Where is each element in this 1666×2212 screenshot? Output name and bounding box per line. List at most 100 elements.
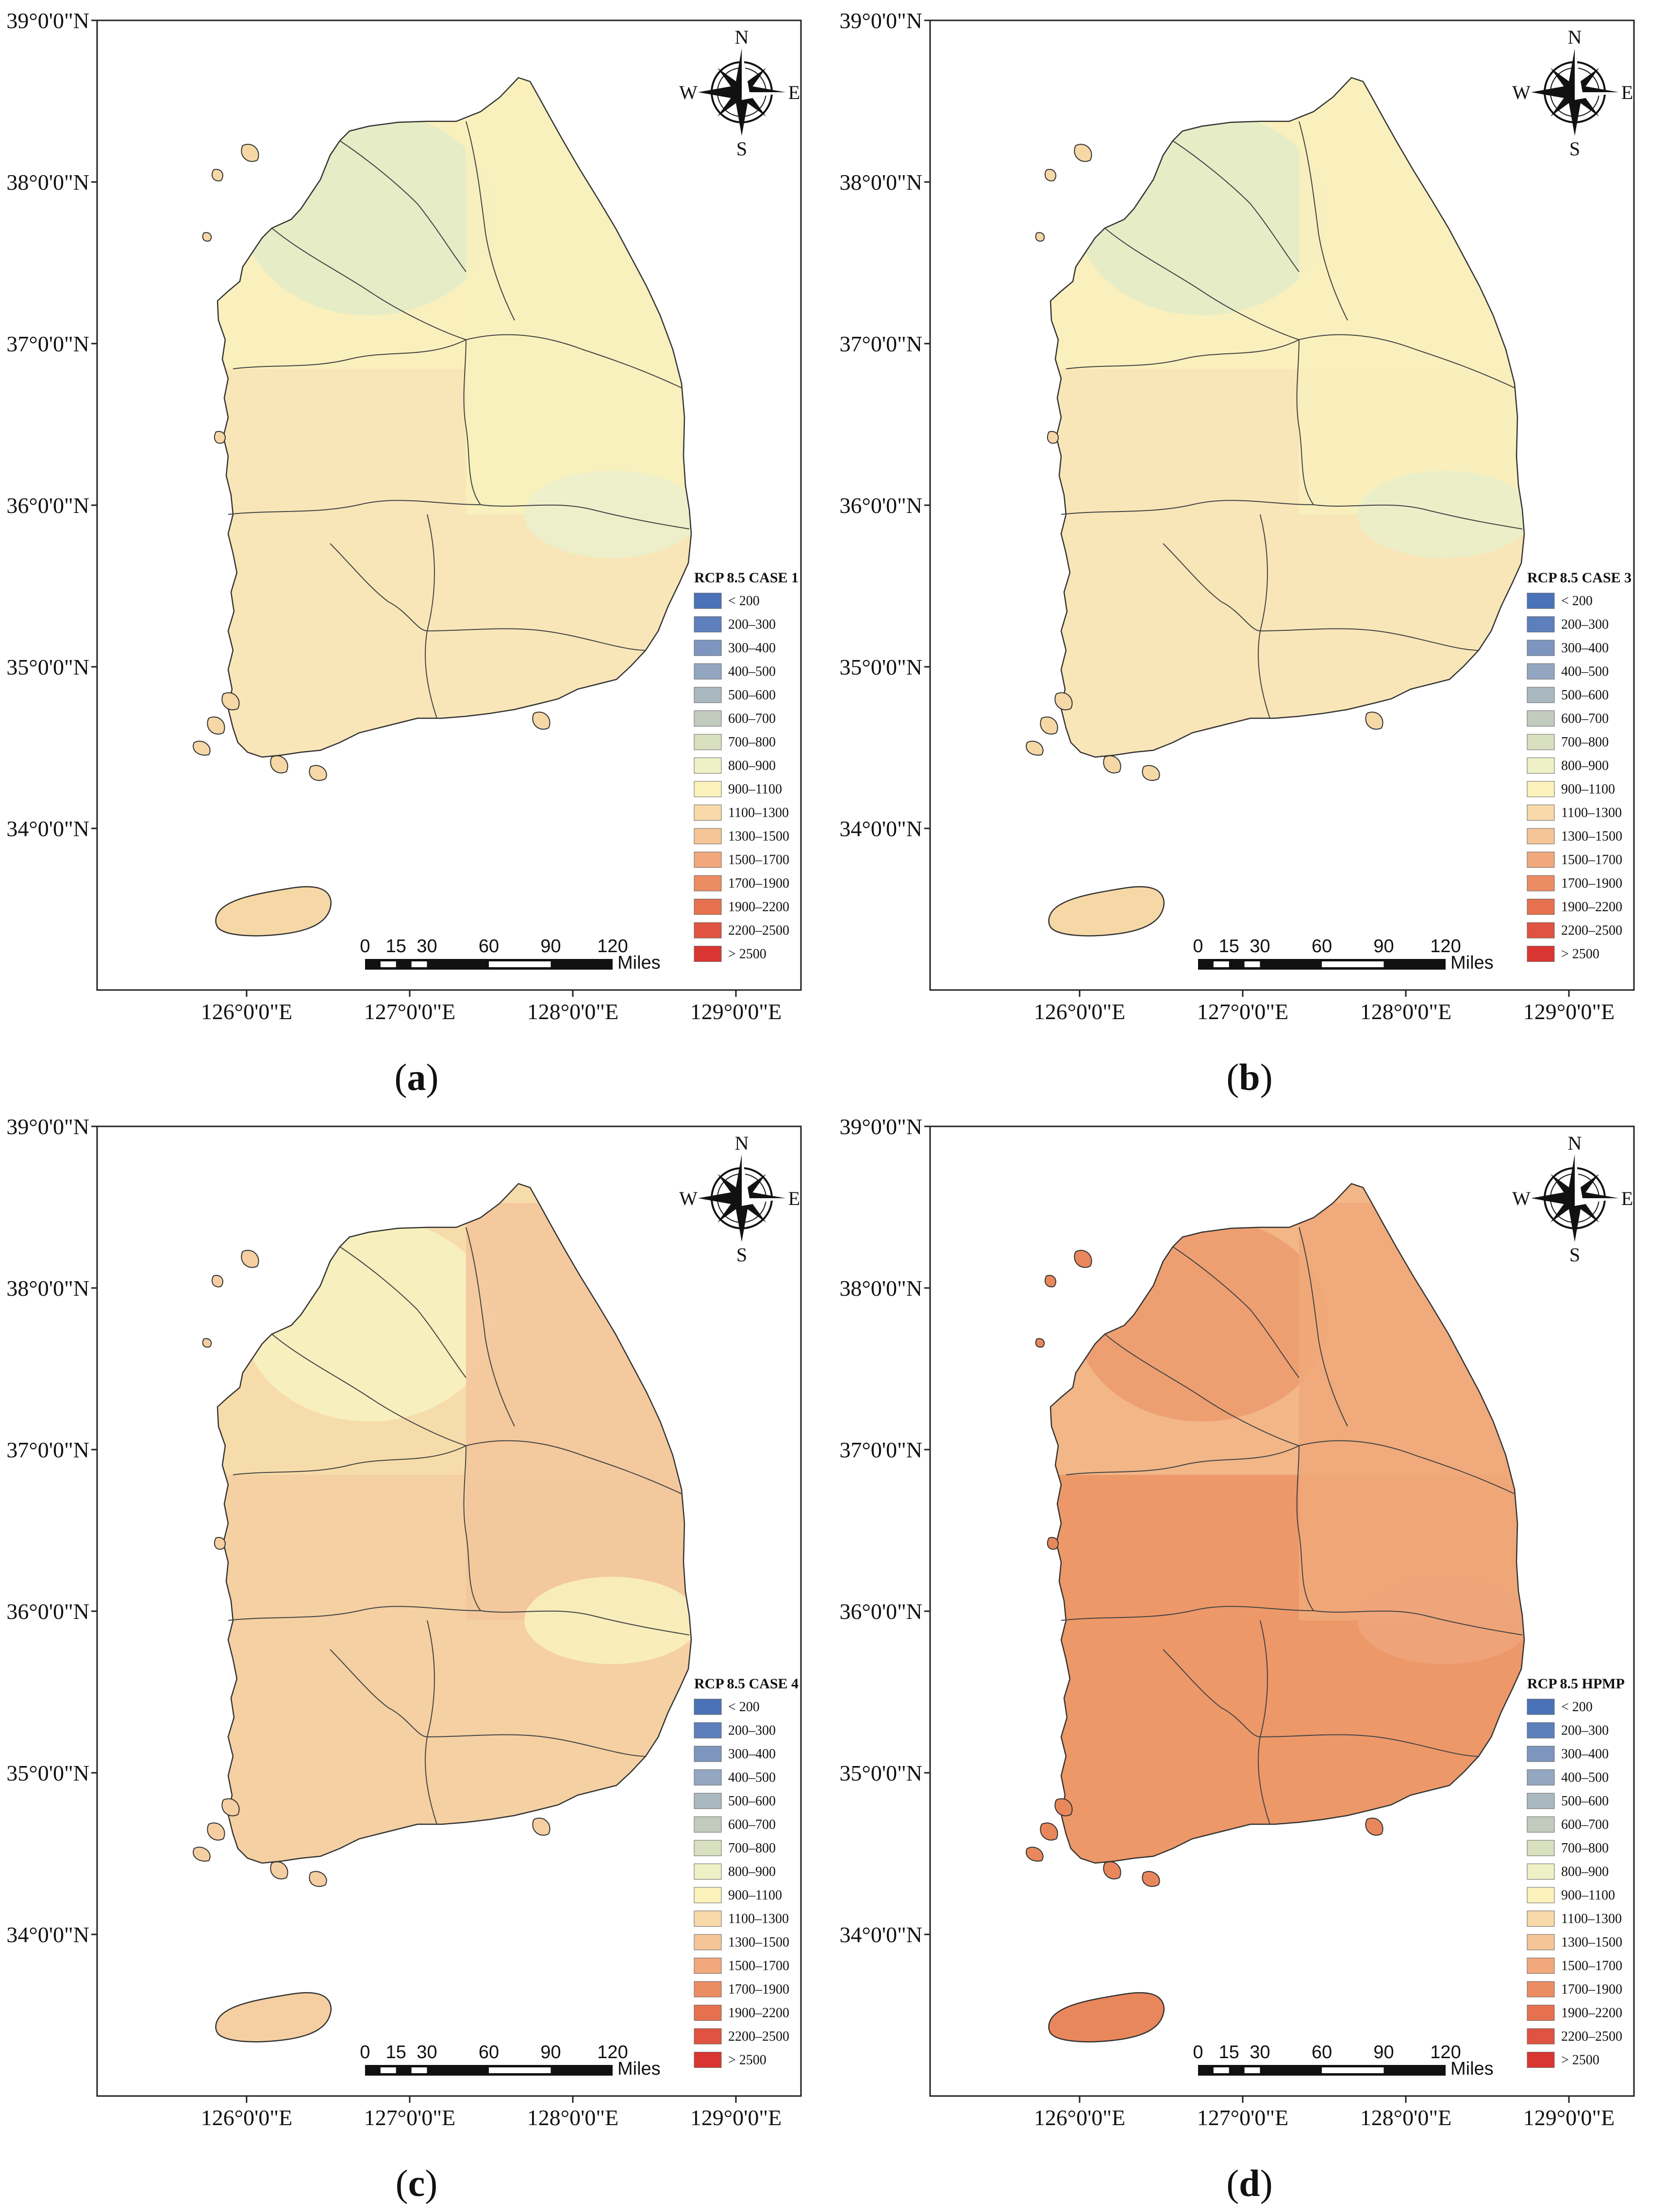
lon-label: 127°0'0"E — [364, 999, 456, 1024]
legend-swatch — [1527, 1746, 1555, 1762]
legend-swatch — [694, 805, 722, 821]
legend-swatch — [694, 852, 722, 868]
province-boundary — [1163, 543, 1261, 631]
panel-letter: b — [1239, 1056, 1260, 1098]
coastline — [1050, 77, 1525, 758]
island — [214, 431, 226, 444]
panel-letter: d — [1239, 2162, 1260, 2204]
lat-label: 37°0'0"N — [6, 1437, 89, 1462]
island — [221, 692, 240, 710]
legend-label: 1700–1900 — [728, 1982, 789, 1997]
legend-label: 500–600 — [1561, 1794, 1609, 1809]
map-svg: 39°0'0"N 38°0'0"N 37°0'0"N 36°0'0"N 35°0'0"N… — [6, 1114, 802, 2130]
scale-tick-label: 120 — [597, 936, 628, 957]
province-boundary — [466, 1227, 515, 1427]
panel-caption: (d) — [1226, 2162, 1273, 2204]
lat-label: 34°0'0"N — [839, 1922, 922, 1947]
legend-label: 900–1100 — [1561, 782, 1615, 797]
legend-swatch — [694, 710, 722, 726]
legend-label: 500–600 — [728, 688, 776, 703]
province-boundary — [466, 121, 515, 321]
legend-label: 600–700 — [1561, 1817, 1609, 1832]
legend-label: 600–700 — [728, 711, 776, 726]
legend-label: 1500–1700 — [1561, 1959, 1622, 1974]
island — [1142, 1871, 1160, 1887]
scale-unit: Miles — [1450, 953, 1494, 973]
compass-n: N — [735, 26, 749, 48]
legend-label: 1100–1300 — [728, 1912, 789, 1927]
legend-swatch — [1527, 1722, 1555, 1738]
compass-e: E — [788, 1188, 800, 1209]
legend-label: 900–1100 — [1561, 1888, 1615, 1903]
jeju-island — [215, 1992, 332, 2043]
panel-caption: (c) — [395, 2162, 438, 2204]
lon-label: 126°0'0"E — [201, 999, 293, 1024]
legend-swatch — [1527, 616, 1555, 632]
legend-swatch — [694, 2052, 722, 2068]
compass-s: S — [736, 1244, 747, 1266]
legend-swatch — [1527, 1793, 1555, 1809]
scale-tick-label: 90 — [540, 2042, 561, 2063]
legend-label: 2200–2500 — [1561, 2029, 1622, 2044]
scale-tick-label: 120 — [1430, 2042, 1461, 2063]
legend-swatch — [1527, 640, 1555, 656]
legend-label: 400–500 — [728, 1770, 776, 1785]
island — [193, 741, 211, 756]
lon-label: 129°0'0"E — [1523, 999, 1615, 1024]
legend-label: 500–600 — [1561, 688, 1609, 703]
legend-swatch — [694, 828, 722, 844]
legend-swatch — [1527, 1911, 1555, 1927]
legend-label: 1900–2200 — [1561, 900, 1622, 915]
zone-east — [1299, 1203, 1524, 1620]
province-boundary — [1313, 504, 1523, 529]
island — [221, 1798, 240, 1816]
island — [207, 1822, 225, 1841]
legend-label: 700–800 — [728, 735, 776, 750]
scale-tick-label: 30 — [1250, 2042, 1270, 2063]
legend-title: RCP 8.5 CASE 4 — [694, 1676, 799, 1692]
island — [532, 711, 550, 730]
legend-label: 1500–1700 — [728, 853, 789, 868]
legend-swatch — [694, 593, 722, 609]
jeju-island — [215, 886, 332, 937]
lon-label: 128°0'0"E — [1360, 2105, 1452, 2130]
island — [1074, 144, 1092, 162]
island — [270, 755, 288, 774]
map-svg: 39°0'0"N 38°0'0"N 37°0'0"N 36°0'0"N 35°0'0"N… — [839, 1114, 1635, 2130]
legend-label: 300–400 — [728, 641, 776, 656]
coastline — [217, 1183, 692, 1864]
legend-label: 2200–2500 — [728, 2029, 789, 2044]
legend-swatch — [1527, 687, 1555, 703]
legend-swatch — [694, 640, 722, 656]
legend-swatch — [1527, 781, 1555, 797]
compass-n: N — [1568, 1132, 1582, 1154]
scale-tick-label: 15 — [386, 2042, 406, 2063]
legend-swatch — [694, 1958, 722, 1974]
legend-swatch — [694, 781, 722, 797]
compass-s: S — [736, 138, 747, 160]
lon-label: 126°0'0"E — [201, 2105, 293, 2130]
legend-swatch — [1527, 2052, 1555, 2068]
panel-caption: (b) — [1226, 1056, 1273, 1098]
scale-tick-label: 0 — [360, 2042, 370, 2063]
legend-swatch — [1527, 1887, 1555, 1903]
map-panel-b: 39°0'0"N 38°0'0"N 37°0'0"N 36°0'0"N 35°0'0"N… — [833, 0, 1666, 1106]
island — [241, 1250, 259, 1268]
lon-label: 126°0'0"E — [1034, 999, 1126, 1024]
legend-label: 300–400 — [1561, 641, 1609, 656]
scale-tick-label: 90 — [1373, 936, 1394, 957]
legend-label: 200–300 — [1561, 1723, 1609, 1738]
province-boundary — [228, 500, 481, 515]
jeju-island — [1048, 1992, 1165, 2043]
scale-tick-label: 15 — [1219, 936, 1239, 957]
legend-label: < 200 — [728, 594, 760, 609]
legend-swatch — [1527, 1864, 1555, 1880]
legend-swatch — [1527, 2028, 1555, 2045]
province-boundary — [463, 1445, 481, 1611]
legend-label: 800–900 — [728, 1865, 776, 1880]
legend-label: 2200–2500 — [728, 923, 789, 938]
legend-swatch — [1527, 2005, 1555, 2021]
legend-swatch — [1527, 899, 1555, 915]
legend-label: 900–1100 — [728, 1888, 782, 1903]
map-panel-a: 39°0'0"N 38°0'0"N 37°0'0"N 36°0'0"N 35°0'0"N… — [0, 0, 833, 1106]
